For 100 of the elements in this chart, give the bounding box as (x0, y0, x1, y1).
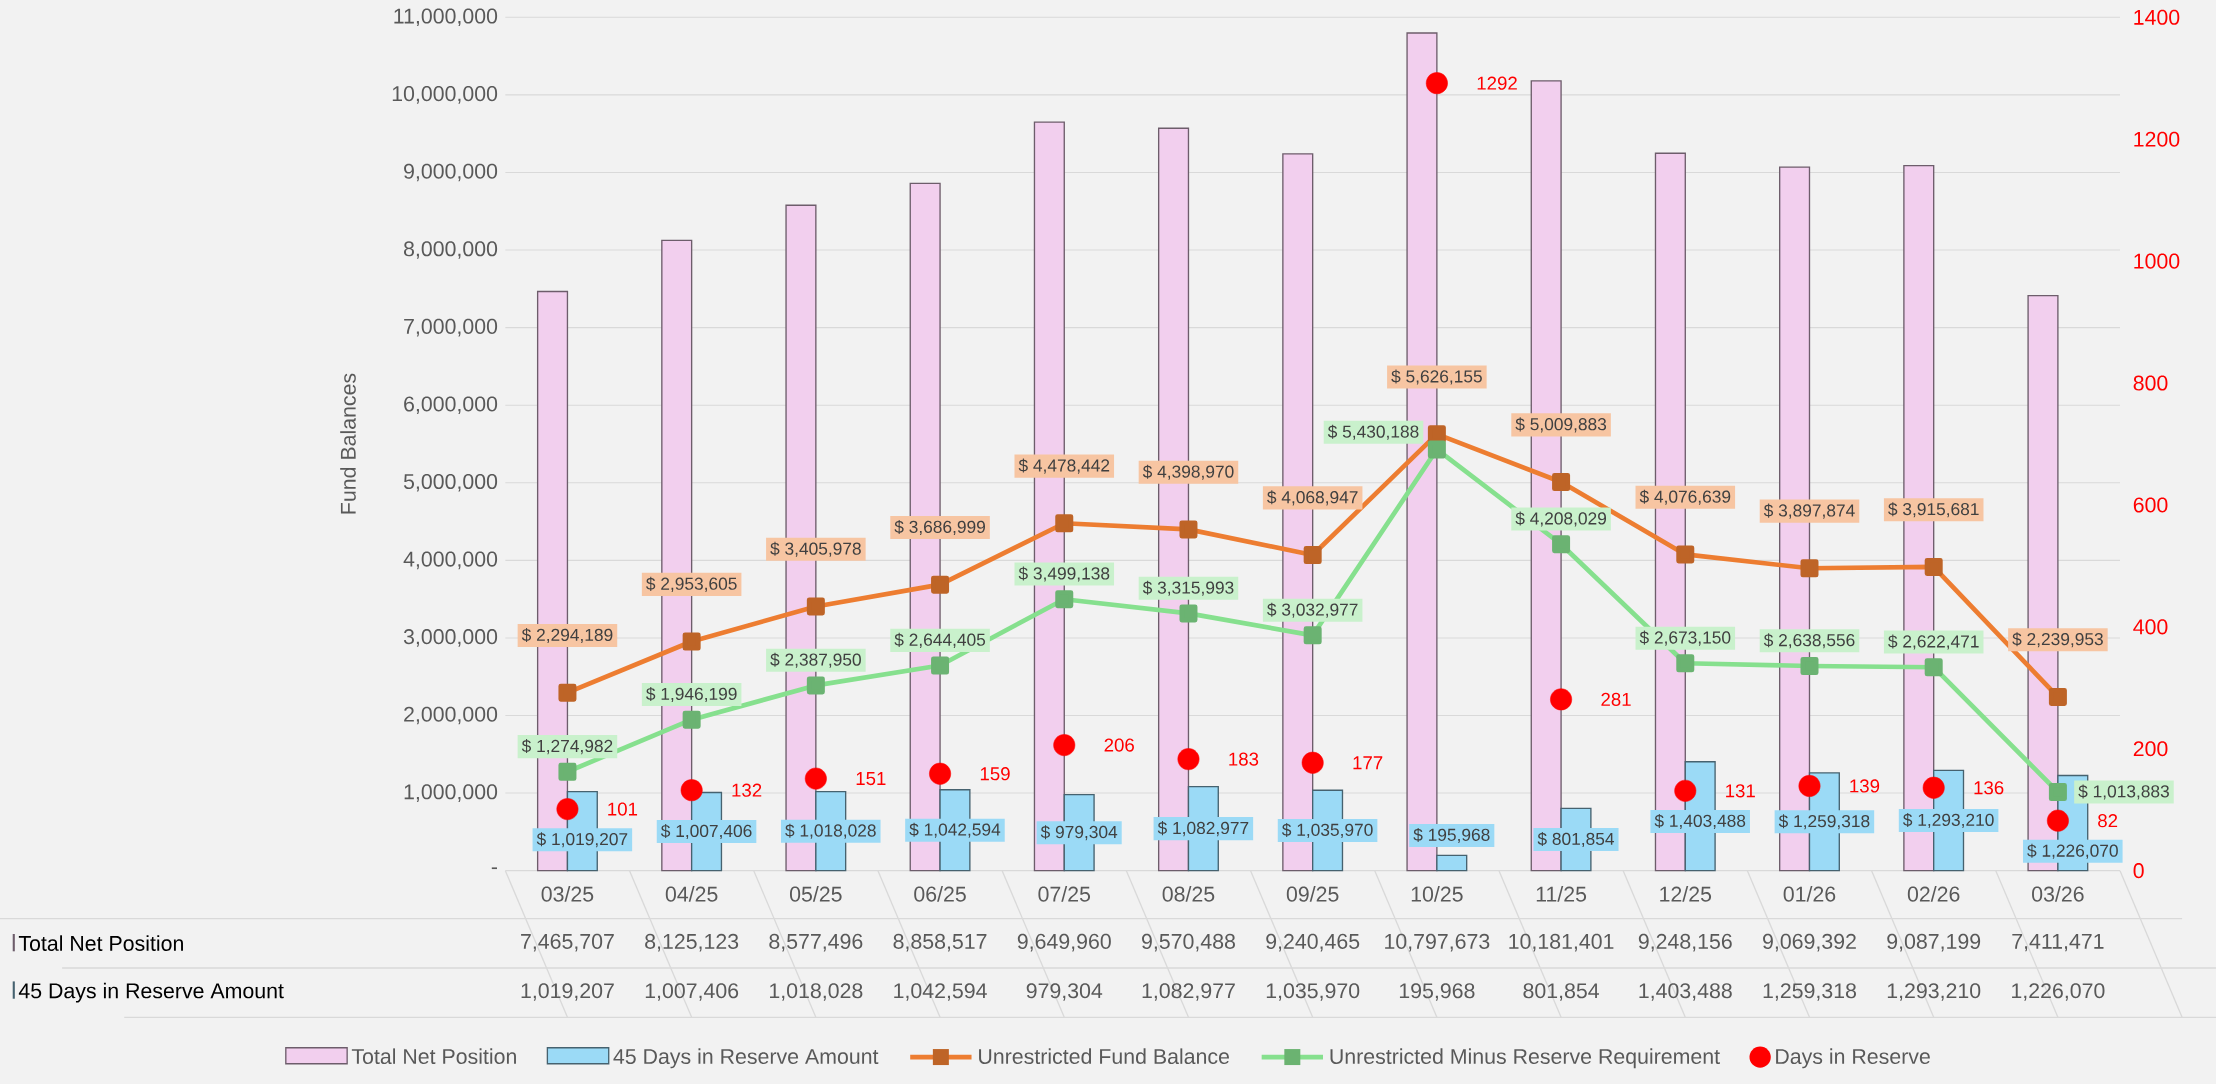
data-label: $ 1,274,982 (521, 739, 613, 755)
x-tick-label: 11/25 (1536, 886, 1587, 902)
data-label: $ 2,239,953 (2012, 632, 2103, 648)
point (1674, 779, 1697, 802)
data-label: $ 979,304 (1040, 825, 1118, 841)
text: 801,854 (1523, 983, 1599, 1001)
y-tick-label: 10,000,000 (392, 86, 498, 104)
text: 1,226,070 (2012, 983, 2105, 1001)
point (1798, 774, 1821, 797)
legend-label: Total Net Position (351, 1048, 516, 1065)
x-tick-label: 05/25 (790, 886, 842, 902)
data-label: 136 (1974, 781, 2004, 795)
data-label: 1292 (1477, 76, 1517, 90)
text: 1,042,594 (894, 983, 987, 1001)
data-label: $ 1,007,406 (660, 824, 752, 840)
data-label: $ 3,915,681 (1888, 502, 1979, 518)
point (1179, 604, 1198, 623)
data-label: 159 (980, 767, 1010, 781)
data-label: $ 2,387,950 (770, 652, 861, 668)
data-label: $ 1,042,594 (909, 822, 1001, 838)
data-label: $ 3,686,999 (894, 519, 985, 536)
text: 1,403,488 (1639, 983, 1732, 1001)
data-label: 9,240,465 (1266, 933, 1360, 952)
data-label: $ 1,259,318 (1778, 814, 1870, 830)
y2-tick-label: 600 (2133, 497, 2168, 513)
data-label: $ 1,082,977 (1157, 821, 1249, 837)
data-label: 281 (1601, 692, 1631, 706)
x-tick-label: 07/25 (1038, 886, 1091, 902)
x-tick-label: 12/25 (1660, 886, 1712, 902)
point (682, 710, 701, 729)
data-label: $ 1,403,488 (1654, 813, 1746, 829)
data-label: 10,797,673 (1385, 933, 1490, 952)
y-tick-label: 2,000,000 (404, 706, 498, 725)
data-label: 82 (2098, 814, 2118, 828)
data-label: 131 (1726, 784, 1755, 798)
x-tick-label: 04/25 (665, 886, 718, 902)
point (1301, 751, 1324, 774)
data-label: 9,570,488 (1142, 933, 1235, 952)
data-label: $ 4,076,639 (1639, 489, 1731, 505)
point (1676, 545, 1695, 564)
point (931, 656, 950, 675)
data-label: 9,248,156 (1638, 933, 1732, 952)
y-tick-label: 1,000,000 (404, 784, 498, 802)
point (1922, 776, 1945, 799)
data-label: $ 3,315,993 (1142, 580, 1234, 596)
data-label: $ 3,897,874 (1763, 503, 1855, 519)
y2-tick-label: 800 (2133, 375, 2168, 391)
data-label: 101 (608, 802, 638, 816)
point (556, 798, 579, 821)
text: 195,968 (1399, 983, 1475, 1001)
bar (1436, 854, 1468, 872)
y-axis-title: Fund Balances (340, 373, 356, 514)
point (1427, 425, 1446, 444)
data-label: 9,649,960 (1017, 933, 1111, 952)
y-tick-label: - (491, 867, 498, 870)
data-label: $ 2,953,605 (646, 576, 737, 592)
point (1053, 734, 1076, 757)
text: 1,293,210 (1887, 983, 1981, 1001)
data-label: $ 1,946,199 (646, 687, 737, 703)
data-label: $ 2,294,189 (521, 628, 613, 644)
point (1425, 72, 1448, 95)
point (1179, 520, 1198, 539)
data-label: $ 1,018,028 (785, 823, 876, 839)
data-label: $ 1,019,207 (536, 832, 628, 848)
y2-tick-label: 0 (2133, 863, 2144, 879)
point (1552, 535, 1571, 554)
x-tick-label: 08/25 (1162, 886, 1215, 902)
point (2048, 782, 2067, 801)
y-tick-label: 5,000,000 (403, 473, 498, 492)
point (1550, 688, 1573, 711)
data-label: 10,181,401 (1509, 933, 1614, 952)
data-label: $ 4,068,947 (1267, 490, 1358, 506)
data-label: $ 3,032,977 (1267, 602, 1358, 618)
y-tick-label: 3,000,000 (403, 629, 498, 647)
point (1427, 440, 1446, 459)
point (1055, 590, 1074, 609)
point (1800, 559, 1819, 578)
y-tick-label: 8,000,000 (403, 241, 498, 259)
data-label: $ 801,854 (1537, 832, 1615, 848)
legend-label: 45 Days in Reserve Amount (613, 1048, 879, 1069)
data-label: $ 5,009,883 (1515, 417, 1607, 433)
text: 1,018,028 (770, 983, 863, 1001)
y2-tick-label: 1000 (2134, 253, 2180, 269)
point (2046, 809, 2069, 832)
text: 979,304 (1026, 983, 1103, 1001)
y2-tick-label: 400 (2133, 619, 2168, 635)
data-label: $ 1,226,070 (2027, 843, 2118, 859)
x-tick-label: 02/26 (1907, 886, 1960, 902)
x-tick-label: 10/25 (1411, 886, 1463, 902)
point (804, 767, 827, 790)
text: 1,035,970 (1266, 983, 1360, 1001)
data-label: $ 5,626,155 (1391, 369, 1482, 385)
data-label: $ 2,622,471 (1888, 634, 1979, 650)
point (931, 575, 950, 594)
data-label: 9,087,199 (1887, 933, 1981, 952)
y-tick-label: 4,000,000 (403, 551, 498, 570)
y2-tick-label: 200 (2133, 741, 2168, 757)
point (558, 762, 577, 781)
y-tick-label: 7,000,000 (404, 318, 498, 337)
point (2048, 687, 2067, 706)
